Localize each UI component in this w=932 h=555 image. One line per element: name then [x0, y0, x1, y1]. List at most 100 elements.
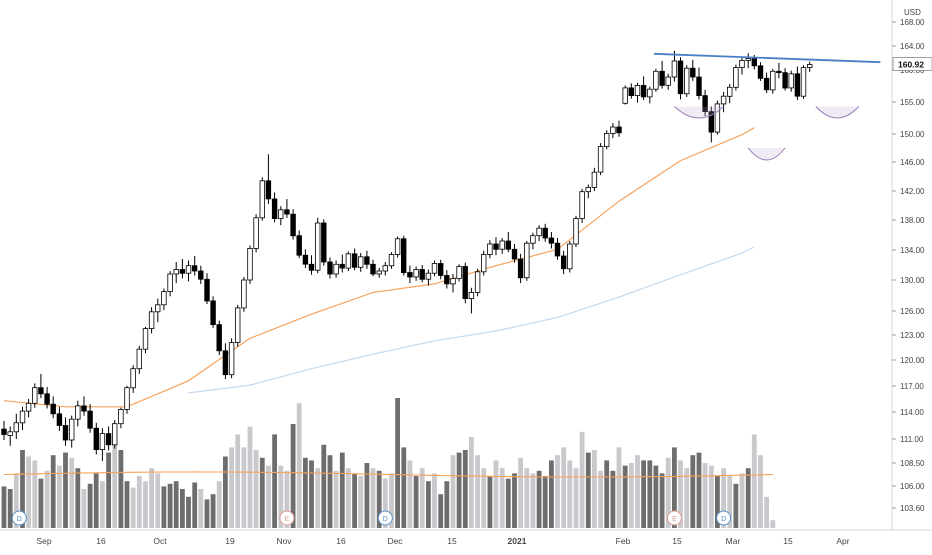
time-tick-label: 15 — [447, 536, 457, 546]
candle — [382, 262, 388, 276]
price-axis[interactable]: 168.00164.00160.00155.00150.00146.00142.… — [892, 18, 932, 513]
volume-bar — [87, 483, 93, 528]
candle — [757, 62, 764, 81]
volume-bar — [493, 460, 499, 528]
candle — [468, 287, 475, 314]
volume-bar — [610, 470, 616, 528]
volume-bar — [118, 450, 124, 528]
volume-bar — [622, 465, 628, 528]
candle — [290, 209, 296, 240]
candle-body — [271, 198, 278, 220]
candle-body — [517, 258, 524, 279]
candle — [130, 365, 136, 393]
candle — [32, 383, 38, 408]
candle-body — [148, 311, 155, 329]
price-tick-label: 164.00 — [900, 42, 925, 51]
candle — [284, 199, 290, 218]
candle — [314, 217, 321, 274]
candle-body — [782, 72, 788, 89]
candle-body — [480, 254, 487, 273]
time-tick-label: Oct — [153, 536, 167, 546]
candle — [616, 120, 622, 137]
volume-bar — [303, 457, 308, 528]
candle-body — [124, 387, 130, 410]
candle — [739, 58, 745, 75]
candle-body — [154, 304, 161, 313]
candle-body — [720, 95, 727, 105]
volume-bar — [173, 481, 179, 528]
candle-body — [745, 58, 751, 61]
price-tick-label: 117.00 — [900, 382, 924, 391]
volume-bar — [32, 460, 38, 528]
moving-average-layer — [3, 127, 755, 408]
candle — [327, 257, 333, 279]
volume-bar — [272, 434, 277, 528]
candle-body — [277, 209, 284, 219]
candle — [782, 68, 788, 91]
candle — [444, 270, 450, 289]
volume-bar — [296, 403, 302, 528]
candle-body — [548, 237, 555, 244]
candle-body — [265, 180, 272, 200]
candle-body — [118, 408, 124, 425]
volume-bar — [616, 447, 622, 528]
volume-bar — [198, 489, 204, 528]
time-axis[interactable]: Sep 16 Oct 19 Nov 16 Dec 15 2021 Feb 15 Mar 15 Apr — [36, 536, 849, 546]
candle — [25, 399, 32, 418]
candle — [733, 64, 739, 91]
candle-body — [75, 405, 81, 420]
event-marker-label: E — [285, 516, 290, 523]
candle — [191, 256, 198, 276]
volume-bar — [266, 465, 271, 528]
candle-body — [561, 255, 567, 270]
candle — [653, 68, 659, 92]
candle-body — [234, 307, 241, 343]
candle — [622, 85, 628, 105]
candle-body — [1, 428, 7, 435]
candle — [333, 260, 339, 278]
candle-body — [800, 67, 807, 97]
candle — [567, 241, 573, 273]
volume-bar — [364, 463, 370, 528]
volume-bar — [106, 452, 111, 528]
candle-body — [770, 70, 776, 91]
candle-body — [493, 243, 499, 250]
candle — [228, 338, 235, 379]
price-tick-label: 108.50 — [900, 459, 925, 468]
candle-body — [665, 76, 671, 86]
candle — [505, 232, 511, 253]
volume-bar — [186, 496, 191, 528]
volume-bar — [321, 444, 327, 528]
candle-body — [530, 235, 536, 244]
candle-body — [81, 405, 87, 412]
time-tick-label: 15 — [672, 536, 682, 546]
time-tick-label: Dec — [387, 536, 403, 546]
candle — [148, 307, 155, 334]
volume-bar — [426, 481, 431, 528]
volume-bar — [641, 460, 646, 528]
volume-bar — [247, 426, 253, 528]
candle — [720, 91, 727, 113]
volume-bar — [69, 457, 75, 528]
volume-bar — [481, 468, 487, 528]
pattern-arc — [815, 106, 860, 119]
candle-body — [554, 242, 561, 257]
price-tick-label: 134.00 — [900, 246, 925, 255]
moving-average-50 — [3, 127, 755, 408]
candle — [62, 417, 69, 446]
volume-bar — [376, 470, 382, 528]
candle-body — [437, 263, 444, 276]
candle-body — [87, 410, 93, 429]
candle-body — [413, 269, 419, 278]
candle — [561, 250, 567, 274]
pattern-arc — [747, 147, 786, 161]
volume-bar — [389, 473, 394, 528]
time-tick-label: Nov — [276, 536, 292, 546]
candle-body — [400, 238, 407, 274]
time-tick-label: 15 — [783, 536, 793, 546]
candle-body — [142, 328, 149, 350]
candle-body — [290, 213, 296, 237]
candle-body — [302, 254, 309, 265]
